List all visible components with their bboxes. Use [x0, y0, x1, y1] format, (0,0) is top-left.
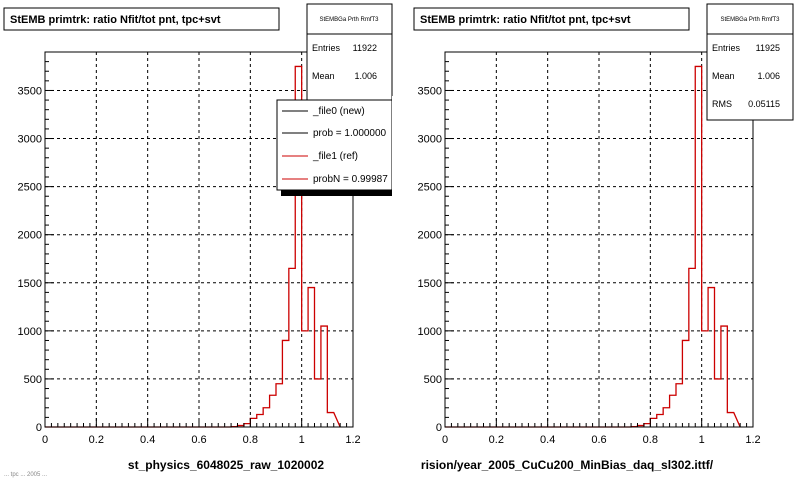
x-tick-label: 0	[42, 434, 48, 446]
right-stats-entries-label: Entries	[712, 43, 741, 53]
right-stats-entries-value: 11925	[756, 43, 780, 53]
right-stats-name: StEMBGa Prth RmfT3	[720, 17, 780, 23]
right-stats-mean-label: Mean	[712, 71, 735, 81]
left-chart-title: StEMB primtrk: ratio Nfit/tot pnt, tpc+s…	[10, 14, 221, 26]
legend-clip-mask	[392, 96, 412, 206]
x-tick-label: 0.8	[243, 434, 258, 446]
left-stats-entries-label: Entries	[312, 43, 341, 53]
y-tick-label: 1000	[18, 326, 42, 338]
y-tick-label: 1000	[418, 326, 442, 338]
x-tick-label: 0.2	[89, 434, 104, 446]
x-tick-label: 0.2	[489, 434, 504, 446]
y-tick-label: 3500	[18, 85, 42, 97]
y-tick-label: 0	[436, 422, 442, 434]
right-stats-box: StEMBGa Prth RmfT3 Entries 11925 Mean 1.…	[706, 3, 794, 121]
right-x-axis-ticks: 0 0.2 0.4 0.6 0.8 1 1.2	[442, 418, 761, 446]
left-legend: _file0 (new) prob = 1.000000 _file1 (ref…	[276, 99, 393, 196]
x-tick-label: 1.2	[745, 434, 760, 446]
y-tick-label: 0	[36, 422, 42, 434]
left-x-axis-label: st_physics_6048025_raw_1020002	[128, 458, 324, 472]
right-stats-rms-value: 0.05115	[748, 99, 780, 109]
y-tick-label: 3000	[418, 134, 442, 146]
y-tick-label: 2000	[418, 230, 442, 242]
legend-box	[276, 99, 393, 191]
y-tick-label: 500	[24, 374, 42, 386]
right-chart-title: StEMB primtrk: ratio Nfit/tot pnt, tpc+s…	[420, 14, 631, 26]
left-title-box	[3, 7, 280, 31]
x-tick-label: 1.2	[345, 434, 360, 446]
legend-label-ref: _file1 (ref)	[312, 151, 358, 162]
y-tick-label: 2500	[18, 182, 42, 194]
y-tick-label: 3000	[18, 134, 42, 146]
x-tick-label: 0.8	[643, 434, 658, 446]
legend-label-probn: probN = 0.99987	[313, 174, 388, 185]
x-tick-label: 1	[299, 434, 305, 446]
left-stats-name: StEMBGa Prth RmfT3	[319, 17, 379, 23]
right-stats-rms-label: RMS	[712, 99, 732, 109]
y-tick-label: 1500	[418, 278, 442, 290]
left-stats-entries-value: 11922	[353, 43, 377, 53]
legend-label-prob: prob = 1.000000	[313, 128, 387, 139]
right-title-box	[413, 7, 690, 31]
right-stats-mean-value: 1.006	[757, 71, 780, 81]
x-tick-label: 0.4	[540, 434, 555, 446]
right-y-axis-ticks: 0 500 1000 1500 2000 2500 3000 3500	[418, 61, 454, 434]
y-tick-label: 2500	[418, 182, 442, 194]
x-tick-label: 0.6	[591, 434, 606, 446]
y-tick-label: 3500	[418, 85, 442, 97]
x-tick-label: 0.6	[191, 434, 206, 446]
left-x-axis-ticks: 0 0.2 0.4 0.6 0.8 1 1.2	[42, 418, 361, 446]
y-tick-label: 500	[424, 374, 442, 386]
left-stats-mean-label: Mean	[312, 71, 335, 81]
y-tick-label: 1500	[18, 278, 42, 290]
y-tick-label: 2000	[18, 230, 42, 242]
x-tick-label: 0.4	[140, 434, 155, 446]
left-y-axis-ticks: 0 500 1000 1500 2000 2500 3000 3500	[18, 61, 54, 434]
x-tick-label: 1	[699, 434, 705, 446]
footer-text: ... tpc ... 2005 ...	[4, 472, 47, 478]
x-tick-label: 0	[442, 434, 448, 446]
left-stats-mean-value: 1.006	[354, 71, 377, 81]
right-x-axis-label: rision/year_2005_CuCu200_MinBias_daq_sl3…	[421, 458, 714, 472]
legend-label-new: _file0 (new)	[312, 106, 365, 117]
